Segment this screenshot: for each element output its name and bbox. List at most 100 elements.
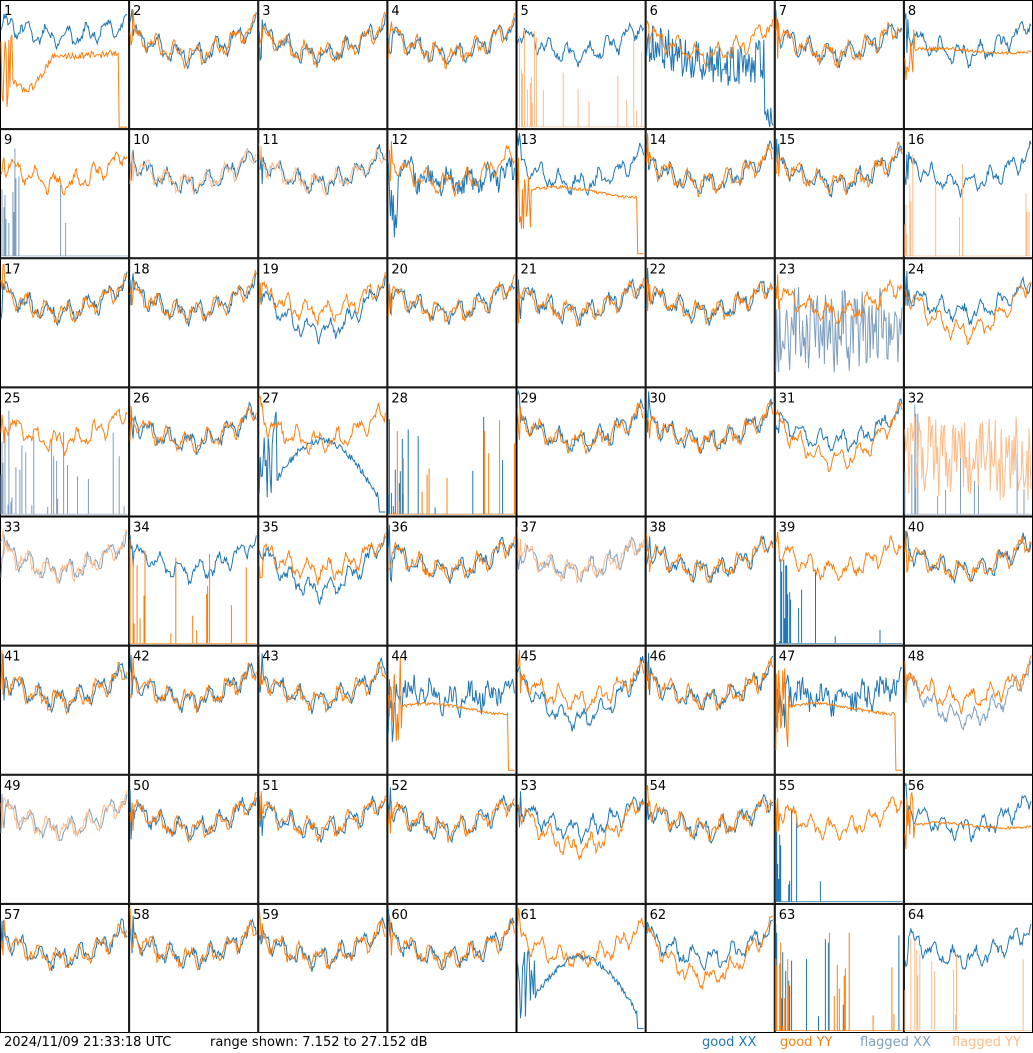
panel-label: 11 — [262, 133, 279, 148]
series-xx-4 — [387, 17, 515, 65]
legend-good-yy: good YY — [780, 1035, 833, 1050]
panel-29: 29 — [516, 387, 646, 517]
series-yy-24 — [904, 281, 1032, 346]
panel-label: 34 — [133, 521, 150, 536]
panel-frame — [0, 516, 130, 646]
panel-label: 46 — [650, 650, 667, 665]
series-yy-36 — [387, 536, 515, 583]
panel-label: 31 — [779, 391, 796, 406]
series-yy-63 — [775, 932, 903, 1031]
panel-label: 58 — [133, 908, 150, 923]
panel-frame — [645, 903, 775, 1033]
series-xx-13 — [517, 133, 645, 197]
panel-label: 23 — [779, 262, 796, 277]
series-xx-59 — [258, 917, 386, 972]
panel-55: 55 — [774, 774, 904, 904]
panel-22: 22 — [645, 258, 775, 388]
panel-frame — [258, 129, 388, 259]
series-xx-51 — [258, 795, 386, 843]
series-xx-41 — [0, 653, 128, 714]
panel-frame — [516, 645, 646, 775]
series-yy-30 — [646, 399, 774, 454]
series-xx-60 — [387, 907, 515, 971]
panel-label: 36 — [391, 521, 408, 536]
panel-frame — [129, 774, 259, 904]
series-yy-13 — [517, 157, 644, 255]
series-xx-64 — [904, 923, 1032, 971]
panel-frame — [645, 0, 775, 130]
series-yy-37 — [517, 527, 645, 584]
panel-label: 43 — [262, 650, 279, 665]
panel-label: 47 — [779, 650, 796, 665]
series-yy-9 — [0, 151, 128, 196]
panel-label: 56 — [908, 779, 925, 794]
panel-frame — [387, 516, 517, 646]
panel-label: 54 — [650, 779, 667, 794]
panel-27: 27 — [258, 387, 388, 517]
series-yy-31 — [775, 401, 903, 473]
series-xx-3 — [258, 14, 386, 68]
panel-43: 43 — [258, 645, 388, 775]
panel-frame — [903, 903, 1033, 1033]
panel-18: 18 — [129, 258, 259, 388]
series-xx-36 — [387, 524, 515, 584]
series-yy-33 — [0, 529, 128, 585]
series-yy-28 — [387, 420, 515, 515]
series-xx-26 — [129, 401, 257, 456]
panel-60: 60 — [387, 903, 517, 1033]
series-xx-62 — [646, 919, 774, 971]
series-yy-25 — [0, 408, 128, 457]
panel-frame — [129, 903, 259, 1033]
series-yy-18 — [129, 269, 257, 326]
panel-label: 12 — [391, 133, 408, 148]
series-yy-1 — [0, 34, 128, 128]
series-yy-21 — [517, 272, 645, 328]
panel-frame — [903, 645, 1033, 775]
panel-frame — [387, 387, 517, 517]
series-yy-5 — [517, 29, 645, 128]
panel-63: 63 — [774, 903, 904, 1033]
panel-frame — [0, 258, 130, 388]
legend-flagged-yy: flagged YY — [952, 1035, 1021, 1050]
series-xx-44 — [387, 674, 515, 742]
series-xx-21 — [517, 277, 645, 327]
footer-bar: 2024/11/09 21:33:18 UTC range shown: 7.1… — [0, 1033, 1033, 1053]
panel-frame — [903, 0, 1033, 130]
series-yy-4 — [387, 12, 515, 70]
series-yy-52 — [387, 798, 515, 843]
panel-46: 46 — [645, 645, 775, 775]
panel-label: 13 — [521, 133, 538, 148]
panel-11: 11 — [258, 129, 388, 259]
panel-32: 32 — [903, 387, 1033, 517]
series-yy-27 — [258, 395, 386, 456]
panel-frame — [645, 645, 775, 775]
series-xx-25 — [0, 410, 128, 515]
series-yy-53 — [517, 800, 645, 862]
series-yy-3 — [258, 11, 386, 67]
panel-36: 36 — [387, 516, 517, 646]
panel-37: 37 — [516, 516, 646, 646]
series-yy-40 — [904, 530, 1032, 583]
panel-label: 20 — [391, 262, 408, 277]
panel-frame — [258, 258, 388, 388]
panel-52: 52 — [387, 774, 517, 904]
panel-label: 44 — [391, 650, 408, 665]
panel-42: 42 — [129, 645, 259, 775]
panel-frame — [0, 903, 130, 1033]
panel-label: 52 — [391, 779, 408, 794]
panel-54: 54 — [645, 774, 775, 904]
series-yy-45 — [517, 649, 645, 713]
panel-frame — [387, 903, 517, 1033]
panel-33: 33 — [0, 516, 130, 646]
series-yy-54 — [646, 785, 774, 843]
panel-label: 33 — [4, 521, 21, 536]
panel-label: 35 — [262, 521, 279, 536]
panel-10: 10 — [129, 129, 259, 259]
legend-good-xx: good XX — [702, 1035, 757, 1050]
panel-1: 1 — [0, 0, 130, 130]
series-xx-24 — [904, 270, 1032, 326]
panel-label: 28 — [391, 391, 408, 406]
panel-34: 34 — [129, 516, 259, 646]
panel-40: 40 — [903, 516, 1033, 646]
